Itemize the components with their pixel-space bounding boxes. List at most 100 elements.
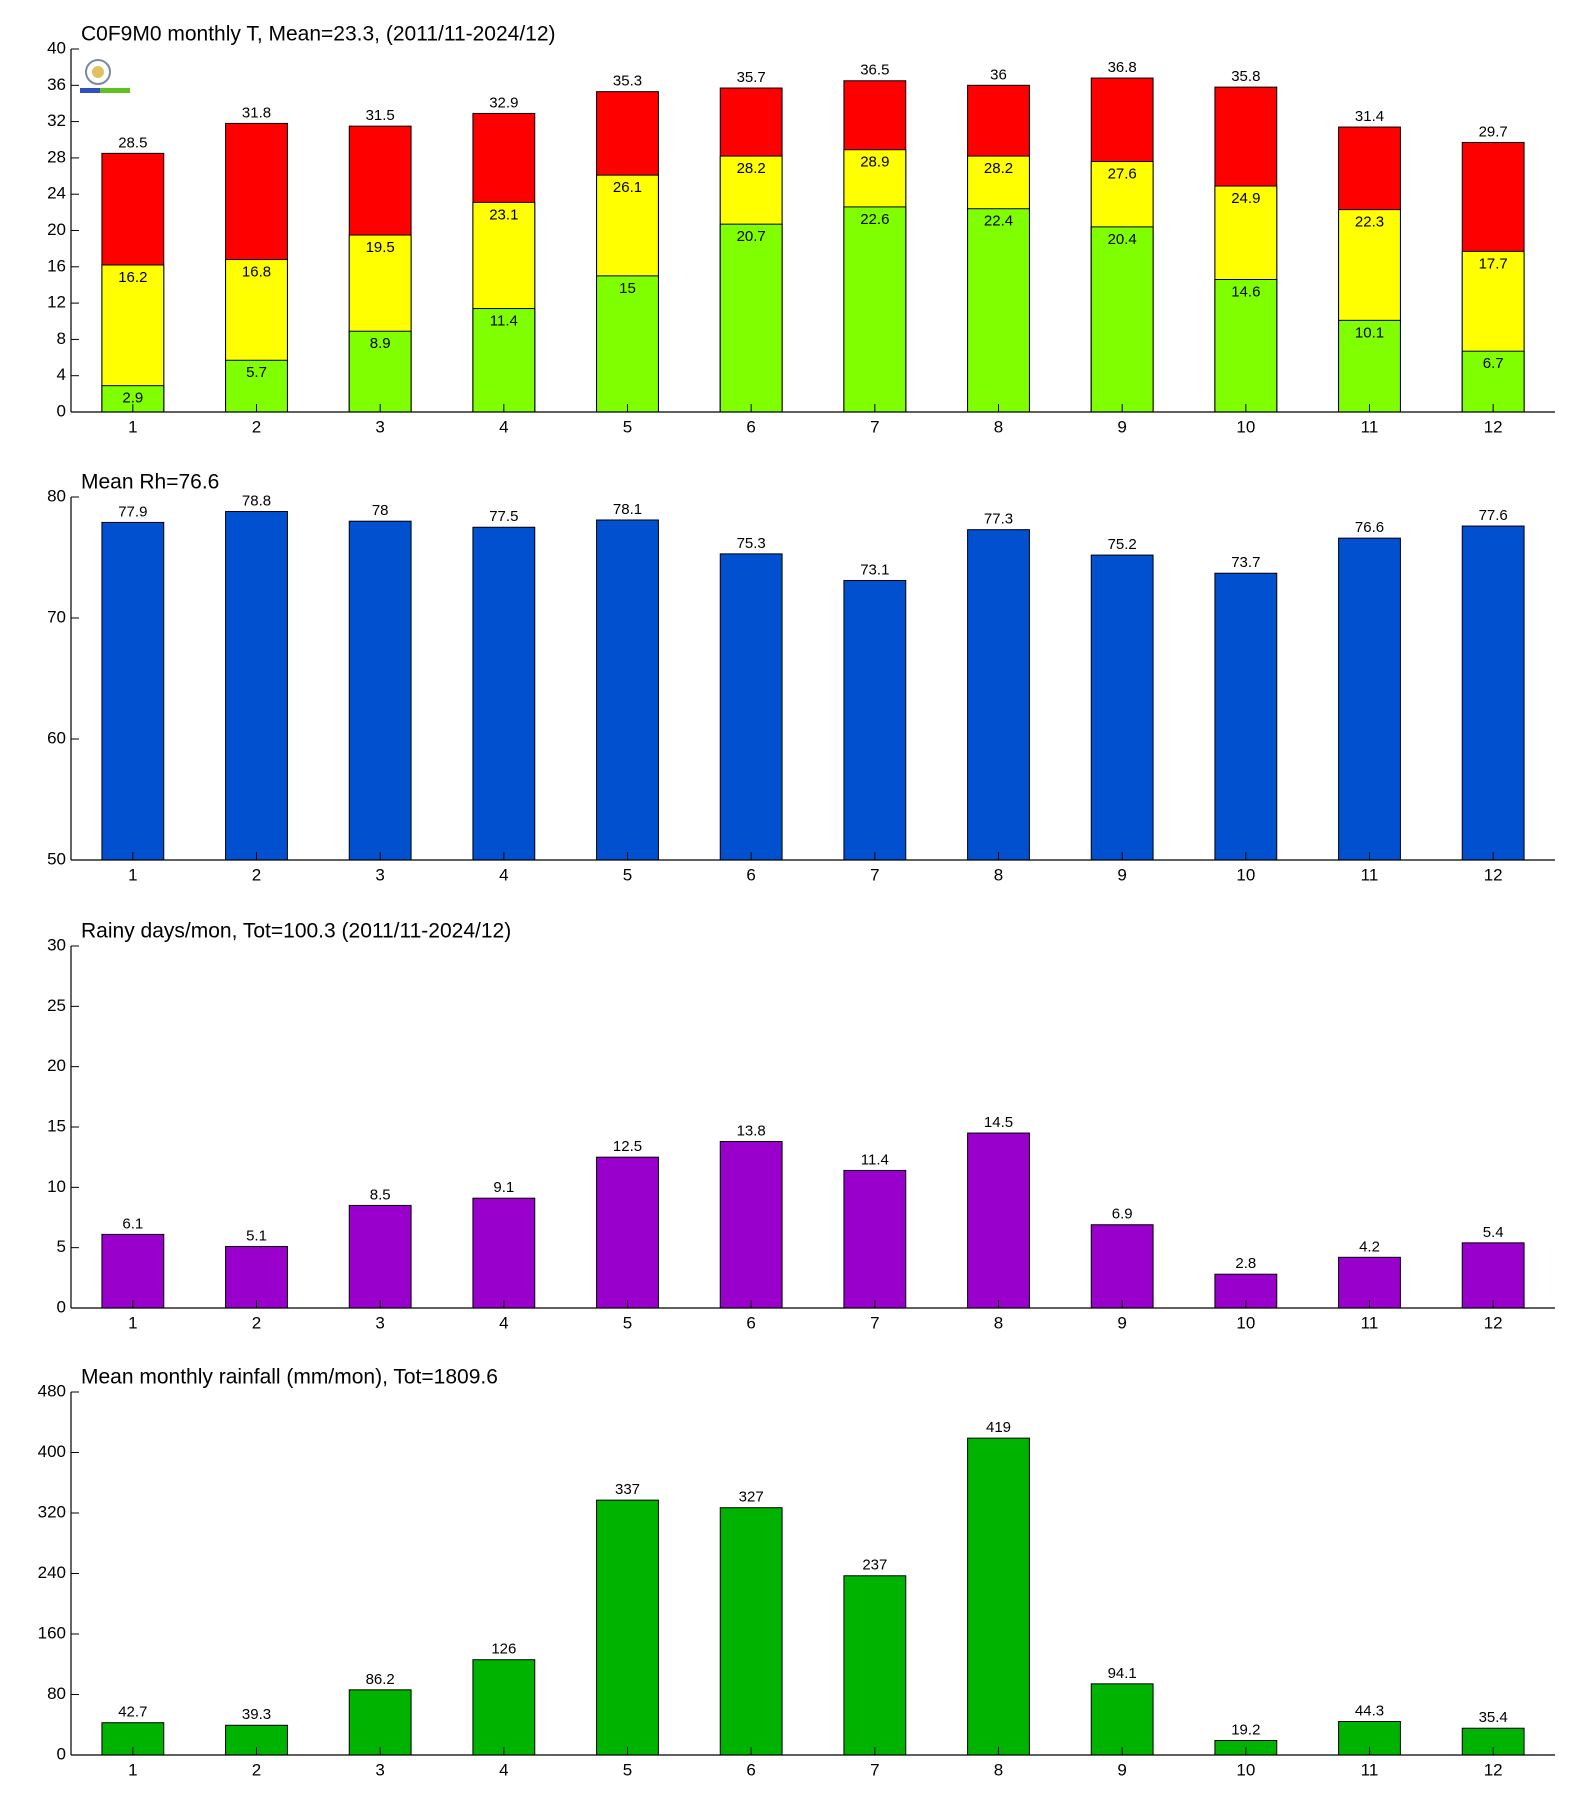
y-tick-label: 28 xyxy=(47,147,66,166)
value-label: 75.3 xyxy=(737,535,766,552)
value-label: 12.5 xyxy=(613,1138,642,1155)
bar xyxy=(225,359,288,413)
value-label: 73.7 xyxy=(1231,554,1260,571)
value-label: 23.1 xyxy=(489,206,518,223)
x-tick-label: 5 xyxy=(623,1760,632,1779)
y-tick-label: 70 xyxy=(47,607,66,626)
bar xyxy=(101,1233,165,1309)
x-tick-label: 3 xyxy=(375,865,384,884)
x-tick-label: 7 xyxy=(870,1313,879,1332)
value-label: 6.7 xyxy=(1483,355,1504,372)
x-tick-label: 11 xyxy=(1361,1760,1379,1779)
value-label: 5.1 xyxy=(246,1227,267,1244)
value-label: 419 xyxy=(986,1419,1011,1436)
bar xyxy=(843,579,907,861)
bar xyxy=(1214,279,1278,413)
y-tick-label: 60 xyxy=(47,728,66,747)
value-label: 237 xyxy=(862,1557,887,1574)
logo xyxy=(80,59,130,93)
x-tick-label: 8 xyxy=(994,1313,1003,1332)
value-label: 78.8 xyxy=(242,492,271,509)
x-tick-label: 12 xyxy=(1484,865,1503,884)
y-tick-label: 36 xyxy=(47,75,66,94)
value-label: 11.4 xyxy=(861,1151,889,1168)
x-tick-label: 4 xyxy=(499,865,508,884)
y-tick-label: 5 xyxy=(57,1237,66,1256)
x-tick-label: 12 xyxy=(1484,417,1503,436)
value-label: 126 xyxy=(491,1641,516,1658)
x-tick-label: 6 xyxy=(746,1760,755,1779)
value-label: 2.8 xyxy=(1235,1255,1256,1272)
value-label: 29.7 xyxy=(1479,123,1508,140)
x-tick-label: 3 xyxy=(375,1760,384,1779)
y-tick-label: 50 xyxy=(47,849,66,868)
bar xyxy=(1090,1224,1154,1309)
bar xyxy=(719,1507,783,1756)
x-tick-label: 9 xyxy=(1117,865,1126,884)
value-label: 22.4 xyxy=(984,213,1013,230)
value-label: 36.8 xyxy=(1108,59,1137,76)
x-tick-label: 6 xyxy=(746,865,755,884)
x-tick-label: 5 xyxy=(623,1313,632,1332)
value-label: 4.2 xyxy=(1359,1238,1380,1255)
bar xyxy=(1338,537,1401,861)
value-label: 31.8 xyxy=(242,104,271,121)
x-tick-label: 9 xyxy=(1117,417,1126,436)
bar xyxy=(596,275,659,413)
bar xyxy=(348,330,412,413)
value-label: 28.2 xyxy=(984,160,1013,177)
bar xyxy=(596,1156,659,1309)
x-tick-label: 3 xyxy=(375,417,384,436)
value-label: 5.4 xyxy=(1483,1224,1504,1241)
value-label: 77.3 xyxy=(984,511,1013,528)
value-label: 20.7 xyxy=(737,228,766,245)
x-tick-label: 5 xyxy=(623,417,632,436)
value-label: 337 xyxy=(615,1481,640,1498)
bar xyxy=(967,1132,1030,1309)
value-label: 73.1 xyxy=(860,561,889,578)
bar xyxy=(225,1245,288,1309)
x-tick-label: 4 xyxy=(499,417,508,436)
value-label: 2.9 xyxy=(122,390,143,407)
y-tick-label: 480 xyxy=(38,1381,66,1400)
bar xyxy=(967,1437,1030,1756)
value-label: 20.4 xyxy=(1108,231,1137,248)
x-tick-label: 3 xyxy=(375,1313,384,1332)
bar xyxy=(1214,572,1278,861)
value-label: 94.1 xyxy=(1108,1665,1137,1682)
value-label: 77.5 xyxy=(489,508,518,525)
y-tick-label: 400 xyxy=(38,1442,66,1461)
value-label: 24.9 xyxy=(1231,190,1260,207)
value-label: 28.2 xyxy=(737,160,766,177)
y-tick-label: 0 xyxy=(57,1297,66,1316)
value-label: 78 xyxy=(372,502,389,519)
bar xyxy=(472,308,536,413)
value-label: 14.6 xyxy=(1231,283,1260,300)
value-label: 6.9 xyxy=(1112,1206,1133,1223)
bar xyxy=(101,521,165,861)
y-tick-label: 40 xyxy=(47,38,66,57)
y-tick-label: 0 xyxy=(57,401,66,420)
value-label: 13.8 xyxy=(737,1122,766,1139)
y-tick-label: 20 xyxy=(47,1056,66,1075)
value-label: 22.3 xyxy=(1355,214,1384,231)
y-tick-label: 80 xyxy=(47,486,66,505)
x-tick-label: 1 xyxy=(128,1760,137,1779)
bar xyxy=(1461,1727,1525,1756)
value-label: 22.6 xyxy=(860,211,889,228)
value-label: 39.3 xyxy=(242,1706,271,1723)
x-tick-label: 12 xyxy=(1484,1313,1503,1332)
x-tick-label: 9 xyxy=(1117,1760,1126,1779)
bar xyxy=(472,1659,536,1756)
value-label: 31.5 xyxy=(366,107,395,124)
x-tick-label: 1 xyxy=(128,865,137,884)
x-tick-label: 2 xyxy=(252,865,261,884)
bar xyxy=(719,1140,783,1309)
value-label: 26.1 xyxy=(613,179,642,196)
bar xyxy=(1461,1242,1525,1309)
x-tick-label: 10 xyxy=(1236,1760,1255,1779)
x-tick-label: 6 xyxy=(746,417,755,436)
value-label: 9.1 xyxy=(493,1179,514,1196)
